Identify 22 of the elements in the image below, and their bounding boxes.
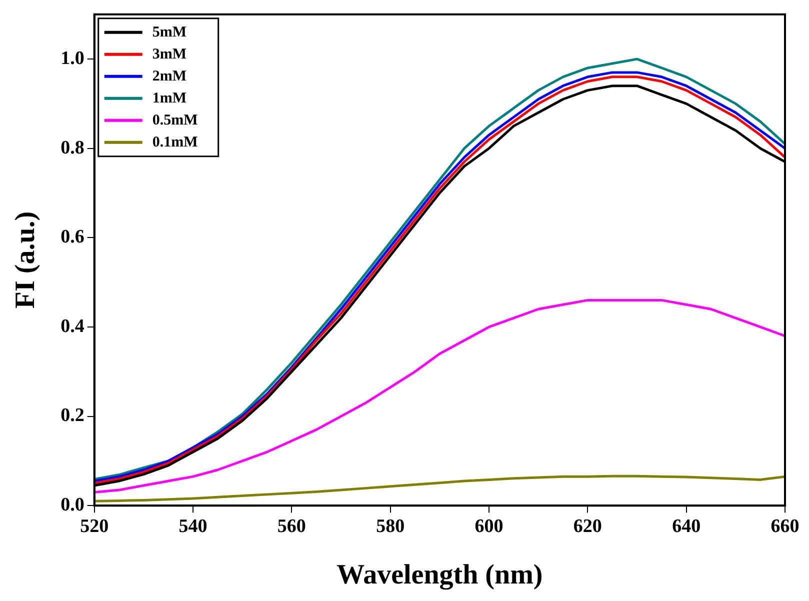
y-tick-label: 0.4: [60, 316, 85, 337]
x-tick-label: 540: [178, 516, 208, 537]
x-tick-label: 580: [376, 516, 405, 537]
y-tick-label: 0.8: [60, 137, 84, 158]
legend-label: 0.1mM: [152, 134, 198, 150]
legend-label: 0.5mM: [152, 112, 198, 128]
x-tick-label: 640: [672, 516, 701, 537]
y-tick-label: 0.0: [60, 494, 84, 516]
x-tick-label: 520: [80, 516, 109, 537]
legend-label: 2mM: [152, 68, 187, 84]
x-axis-title: Wavelength (nm): [336, 559, 543, 590]
legend-label: 5mM: [152, 24, 187, 40]
y-tick-label: 1.0: [60, 48, 84, 69]
y-tick-label: 0.6: [60, 226, 84, 248]
x-tick-label: 600: [474, 516, 504, 537]
legend-label: 1mM: [152, 90, 187, 106]
x-tick-label: 660: [770, 516, 800, 537]
y-axis-title: FI (a.u.): [10, 211, 42, 309]
x-tick-label: 620: [573, 516, 602, 537]
y-tick-label: 0.2: [60, 405, 84, 426]
legend-label: 3mM: [152, 46, 187, 62]
x-tick-label: 560: [277, 516, 306, 537]
